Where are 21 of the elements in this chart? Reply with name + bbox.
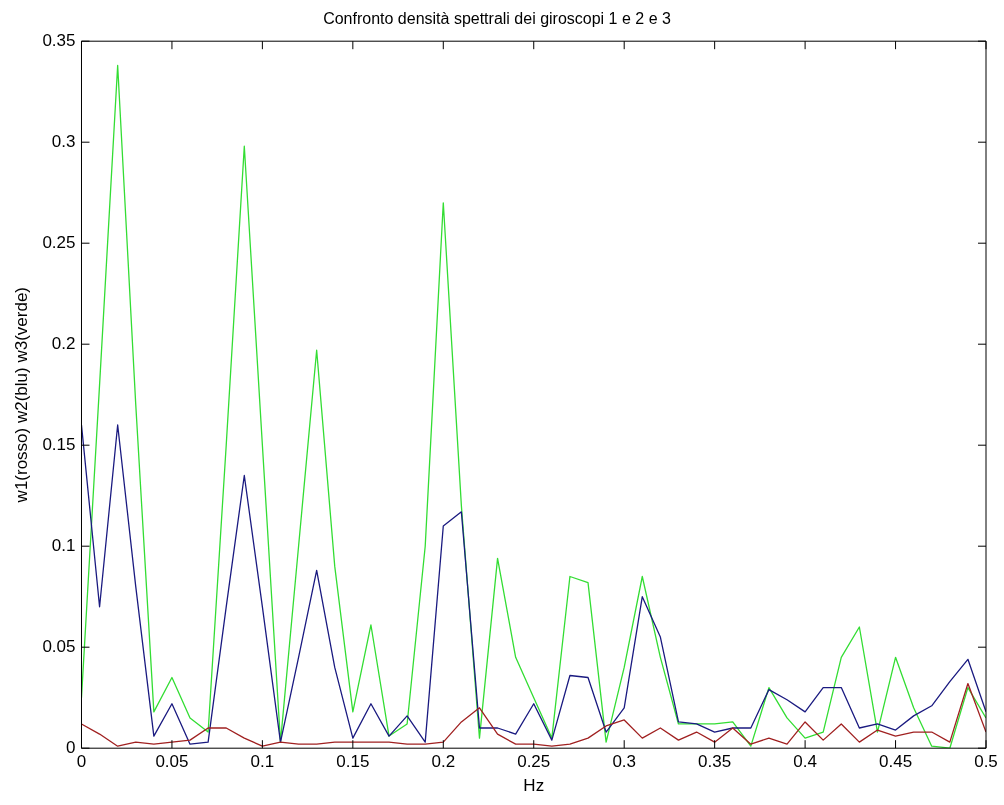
y-tick-label: 0.2 (51, 333, 76, 353)
y-tick-label: 0.05 (42, 636, 76, 656)
x-tick-label: 0.05 (155, 752, 189, 772)
y-tick-label: 0.1 (51, 535, 76, 555)
y-axis-title: w1(rosso) w2(blu) w3(verde) (11, 287, 31, 504)
x-tick-label: 0.35 (698, 752, 732, 772)
y-tick-label: 0.3 (51, 131, 76, 151)
x-tick-label: 0.1 (250, 752, 275, 772)
x-tick-label: 0.4 (793, 752, 817, 772)
y-tick-label: 0.15 (42, 434, 76, 454)
y-tick-label: 0.25 (42, 232, 76, 252)
x-axis-title: Hz (523, 776, 545, 796)
y-tick-label: 0 (66, 737, 76, 757)
chart-title: Confronto densità spettrali dei giroscopi 1 e 2 e 3 (323, 10, 671, 28)
x-tick-label: 0.15 (336, 752, 370, 772)
x-tick-label: 0.5 (974, 752, 998, 772)
x-tick-label: 0.2 (431, 752, 456, 772)
x-tick-label: 0.3 (612, 752, 637, 772)
x-tick-label: 0.45 (879, 752, 913, 772)
y-tick-label: 0.35 (42, 30, 76, 50)
x-tick-label: 0.25 (517, 752, 551, 772)
